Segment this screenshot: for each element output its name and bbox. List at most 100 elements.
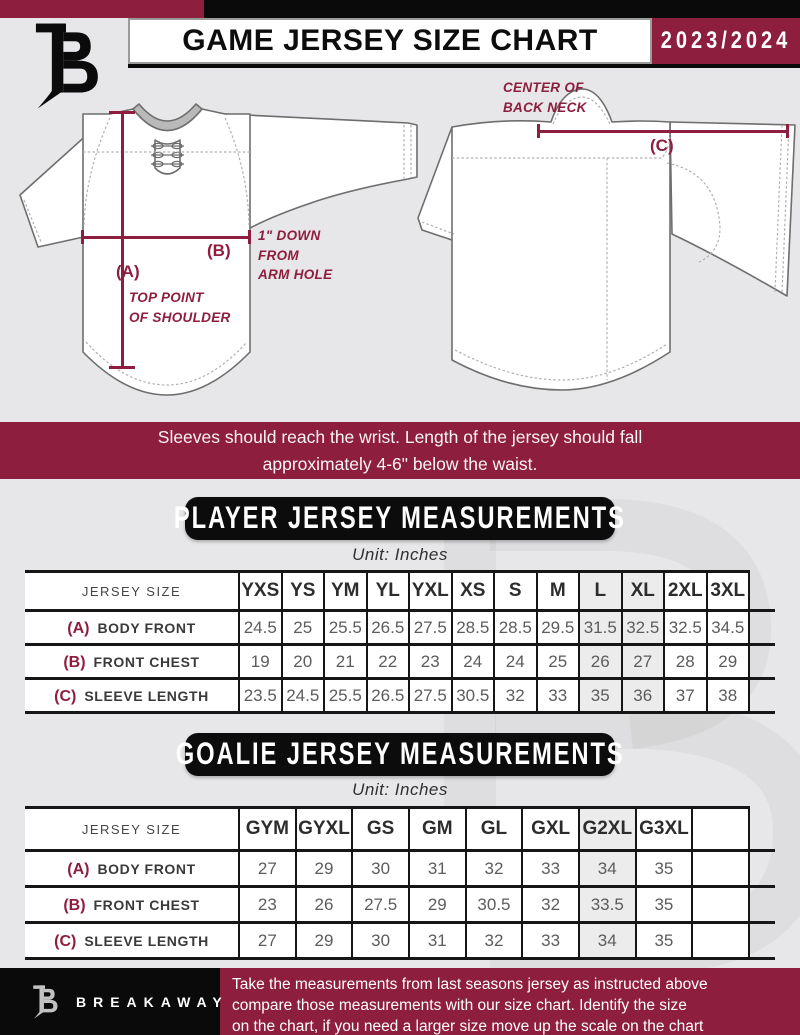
measurement-value: 36 — [620, 677, 664, 714]
column-header: GYM — [238, 806, 296, 851]
label-b-line1: 1" DOWN — [258, 228, 321, 243]
label-c-text: CENTER OF BACK NECK — [503, 78, 587, 117]
measurement-value: 28.5 — [450, 609, 494, 645]
measurement-value: 35 — [634, 921, 693, 960]
fit-notice-line1: Sleeves should reach the wrist. Length o… — [157, 427, 643, 448]
brand-name: BREAKAWAY — [76, 994, 229, 1010]
measure-tag: (A) — [67, 860, 90, 878]
label-c-line1: CENTER OF — [503, 80, 584, 95]
measure-line-c-right-tick — [786, 124, 789, 138]
measurement-value: 27.5 — [408, 677, 452, 714]
goalie-measurements-table: JERSEY SIZE GYM GYXL GS GM GL GXL G2XL G3XL (A) BO… — [25, 806, 775, 960]
ghost-column — [748, 807, 775, 851]
goalie-section-title: GOALIE JERSEY MEASUREMENTS — [175, 736, 625, 772]
measurement-value: 24 — [493, 643, 537, 679]
measurement-value: 35 — [634, 849, 693, 887]
measure-tag: (B) — [63, 653, 86, 671]
measurement-label-cell: (A) BODY FRONT — [25, 849, 239, 887]
measurement-value: 28.5 — [493, 609, 537, 645]
measure-name: FRONT CHEST — [93, 896, 200, 913]
measure-line-a-top-tick — [109, 111, 135, 114]
measurement-value: 25.5 — [323, 609, 367, 645]
measurement-label-cell: (C) SLEEVE LENGTH — [25, 921, 239, 960]
measurement-label-cell: (C) SLEEVE LENGTH — [25, 677, 239, 714]
measure-line-b-right-tick — [248, 230, 251, 244]
column-header: L — [578, 570, 622, 611]
breakaway-b-logo-icon — [35, 23, 98, 109]
fit-notice-banner: Sleeves should reach the wrist. Length o… — [0, 422, 800, 479]
measurement-value: 25 — [280, 609, 324, 645]
top-maroon-strip — [0, 0, 204, 18]
measurement-value: 33 — [535, 677, 579, 714]
footer-instructions-panel — [220, 968, 800, 1035]
measurement-value: 24 — [450, 643, 494, 679]
jersey-size-header: JERSEY SIZE — [25, 806, 239, 851]
label-b-text: 1" DOWN FROM ARM HOLE — [258, 226, 332, 285]
table-row: (A) BODY FRONT 27 29 30 31 32 33 34 35 — [25, 849, 775, 887]
measurement-value: 23 — [408, 643, 452, 679]
table-row: (B) FRONT CHEST 19 20 21 22 23 24 24 25 26 27 28 29 — [25, 643, 775, 679]
column-header: XS — [450, 570, 494, 611]
measure-line-a — [121, 112, 124, 368]
breakaway-b-footer-icon — [33, 985, 58, 1019]
table-row: (C) SLEEVE LENGTH 23.5 24.5 25.5 26.5 27.5 30.5… — [25, 677, 775, 714]
measure-tag: (B) — [63, 896, 86, 914]
measurement-value: 24.5 — [280, 677, 324, 714]
measure-tag: (A) — [67, 619, 90, 637]
measurement-value: 35 — [578, 677, 622, 714]
measurement-label-cell: (A) BODY FRONT — [25, 609, 239, 645]
measurement-value: 37 — [663, 677, 707, 714]
measure-line-c-left-tick — [537, 124, 540, 138]
measurement-value: 25.5 — [323, 677, 367, 714]
measurement-value: 27 — [620, 643, 664, 679]
label-a-tag: (A) — [116, 262, 140, 281]
measurement-label-cell: (B) FRONT CHEST — [25, 643, 239, 679]
measurement-value: 33.5 — [577, 885, 636, 923]
measurement-value: 26 — [294, 885, 353, 923]
column-header: XL — [620, 570, 664, 611]
label-b-line2: FROM — [258, 247, 299, 263]
measure-line-b-left-tick — [81, 230, 84, 244]
measurement-value: 27.5 — [408, 609, 452, 645]
label-c-tag: (C) — [650, 136, 674, 155]
column-header: YXS — [238, 570, 282, 611]
season-badge: 2023/2024 — [652, 18, 800, 64]
measurement-value: 32 — [464, 849, 523, 887]
measure-tag: (C) — [54, 687, 77, 705]
column-header: GXL — [521, 806, 579, 851]
ghost-column — [748, 885, 775, 923]
measure-name: SLEEVE LENGTH — [84, 687, 209, 704]
measurement-value: 33 — [521, 849, 579, 887]
measure-name: FRONT CHEST — [93, 653, 200, 670]
measurement-value: 30 — [351, 921, 409, 960]
measurement-value: 20 — [280, 643, 324, 679]
footer-line1: Take the measurements from last seasons … — [232, 976, 708, 993]
measurement-value: 23.5 — [238, 677, 282, 714]
measurement-value: 32.5 — [620, 609, 664, 645]
label-c-line2: BACK NECK — [503, 99, 587, 115]
goalie-section-banner: GOALIE JERSEY MEASUREMENTS — [176, 733, 623, 776]
measurement-value: 26.5 — [365, 677, 409, 714]
measurement-value: 34.5 — [705, 609, 749, 645]
measurement-value: 29.5 — [535, 609, 579, 645]
measurement-value: 30 — [351, 849, 409, 887]
measurement-value: 35 — [634, 885, 693, 923]
measurement-value: 31.5 — [578, 609, 622, 645]
footer-line2: compare those measurements with our size… — [232, 997, 687, 1015]
back-jersey-diagram — [417, 88, 796, 391]
footer-brand: BREAKAWAY — [28, 984, 229, 1020]
measure-tag: (C) — [54, 932, 77, 950]
ghost-column — [748, 609, 775, 645]
column-header: YXL — [408, 570, 452, 611]
player-section-banner: PLAYER JERSEY MEASUREMENTS — [174, 497, 624, 540]
column-header: YL — [365, 570, 409, 611]
table-row: (A) BODY FRONT 24.5 25 25.5 26.5 27.5 28.5 28.5 2… — [25, 609, 775, 645]
footer-instructions: Take the measurements from last seasons … — [232, 974, 792, 1035]
label-a-text: TOP POINT OF SHOULDER — [129, 288, 231, 327]
column-header — [691, 806, 749, 851]
measurement-value: 19 — [238, 643, 282, 679]
measurement-value: 22 — [365, 643, 409, 679]
measurement-value: 23 — [238, 885, 296, 923]
table-header-row: JERSEY SIZE YXS YS YM YL YXL XS S M L XL 2XL 3XL — [25, 570, 775, 611]
